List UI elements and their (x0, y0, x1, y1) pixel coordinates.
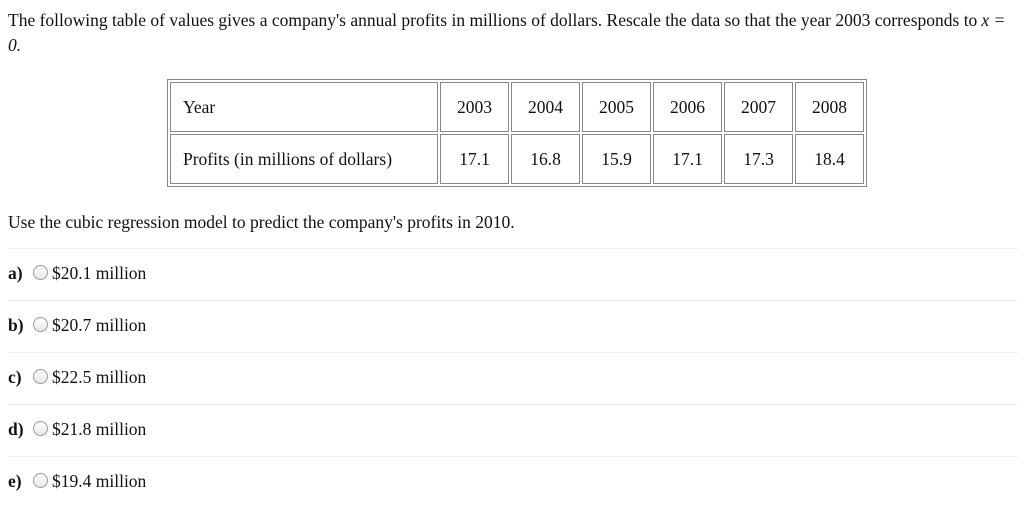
option-letter: c) (8, 367, 22, 387)
table-cell: 17.1 (653, 134, 722, 184)
table-cell: 2004 (511, 82, 580, 132)
table-cell: 2007 (724, 82, 793, 132)
option-text: $20.7 million (52, 315, 147, 335)
option-text: $19.4 million (52, 471, 147, 491)
radio[interactable] (33, 369, 48, 384)
table-cell: 15.9 (582, 134, 651, 184)
table-cell: 17.1 (440, 134, 509, 184)
option-letter: a) (8, 263, 23, 283)
table-cell: 17.3 (724, 134, 793, 184)
option-text: $21.8 million (52, 419, 147, 439)
table-cell: 18.4 (795, 134, 864, 184)
table-cell: 2006 (653, 82, 722, 132)
table-cell: 2003 (440, 82, 509, 132)
table-cell: Profits (in millions of dollars) (170, 134, 438, 184)
option-text: $20.1 million (52, 263, 147, 283)
table-row: Year 2003 2004 2005 2006 2007 2008 (170, 82, 864, 132)
option[interactable]: e) $19.4 million (8, 456, 1018, 509)
radio[interactable] (33, 421, 48, 436)
question: The following table of values gives a co… (8, 8, 1018, 58)
table-cell: 16.8 (511, 134, 580, 184)
table-cell: Year (170, 82, 438, 132)
prompt: Use the cubic regression model to predic… (8, 212, 515, 232)
question-math: x = 0. (8, 10, 1006, 55)
radio[interactable] (33, 317, 48, 332)
table-row: Profits (in millions of dollars) 17.1 16… (170, 134, 864, 184)
radio[interactable] (33, 265, 48, 280)
option[interactable]: c) $22.5 million (8, 352, 1018, 405)
table-cell: 2005 (582, 82, 651, 132)
option-letter: e) (8, 471, 22, 491)
option[interactable]: d) $21.8 million (8, 404, 1018, 457)
data-table: Year 2003 2004 2005 2006 2007 2008 Profi… (167, 79, 867, 187)
option[interactable]: a) $20.1 million (8, 248, 1018, 301)
radio[interactable] (33, 473, 48, 488)
option-letter: d) (8, 419, 24, 439)
table-cell: 2008 (795, 82, 864, 132)
question-text: The following table of values gives a co… (8, 10, 978, 30)
option-letter: b) (8, 315, 24, 335)
option-text: $22.5 million (52, 367, 147, 387)
option[interactable]: b) $20.7 million (8, 300, 1018, 353)
